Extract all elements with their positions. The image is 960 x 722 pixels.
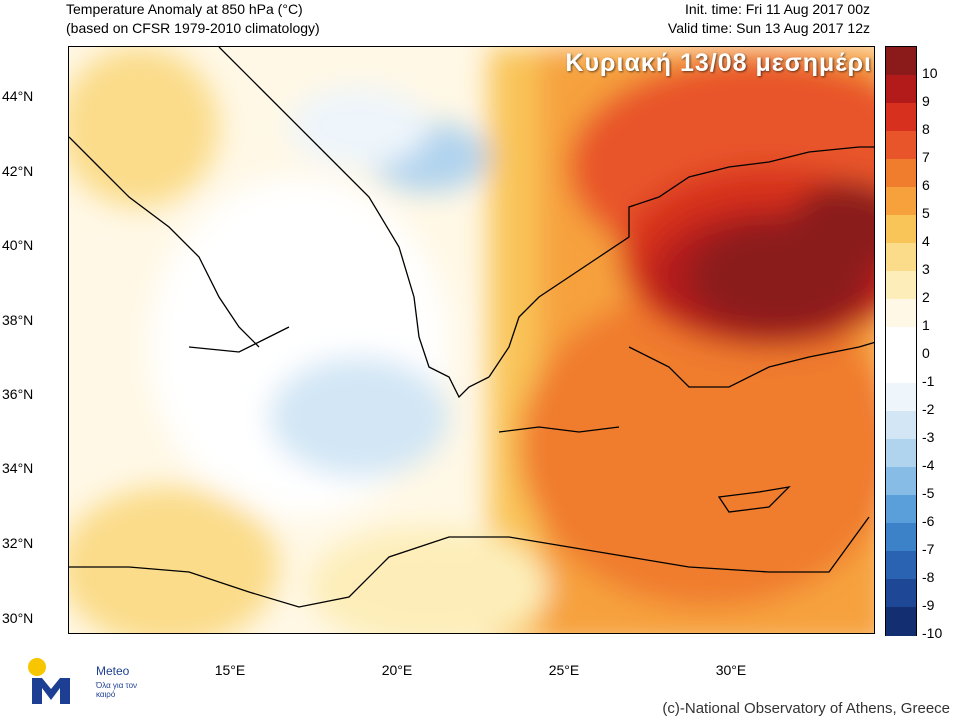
colorbar-swatch <box>886 607 916 636</box>
colorbar-swatch <box>886 131 916 160</box>
crete-coast <box>498 426 620 433</box>
colorbar-swatch <box>886 551 916 580</box>
valid-time: Valid time: Sun 13 Aug 2017 12z <box>667 20 870 36</box>
lat-tick-44: 44°N <box>2 88 34 104</box>
aegean-turkey-north-coast <box>488 146 874 378</box>
colorbar-label: 6 <box>922 177 930 193</box>
colorbar-swatch <box>886 299 916 328</box>
colorbar-swatch <box>886 243 916 272</box>
lat-tick-34: 34°N <box>2 460 34 476</box>
adriatic-ionian-coast <box>218 47 490 399</box>
colorbar-label: 4 <box>922 233 930 249</box>
logo-m-mark <box>32 678 70 704</box>
lon-tick-25: 25°E <box>548 662 580 678</box>
lat-tick-38: 38°N <box>2 312 34 328</box>
colorbar-label: -4 <box>922 457 935 473</box>
logo-tagline: Όλα για τον καιρό <box>96 681 138 699</box>
colorbar-label: 5 <box>922 205 930 221</box>
coastlines <box>69 47 874 608</box>
map-panel: Κυριακή 13/08 μεσημέρι <box>68 46 875 634</box>
colorbar-swatch <box>886 383 916 412</box>
colorbar-label: -6 <box>922 513 935 529</box>
anomaly-map <box>69 47 874 633</box>
copyright-notice: (c)-National Observatory of Athens, Gree… <box>662 700 950 717</box>
meteo-logo <box>28 658 70 704</box>
colorbar-swatch <box>886 47 916 76</box>
sicily-coast <box>188 326 290 353</box>
lon-tick-15: 15°E <box>214 662 246 678</box>
italy-coast <box>69 136 260 348</box>
logo-name: Meteo <box>96 664 130 678</box>
title-block-left: Temperature Anomaly at 850 hPa (°C) (bas… <box>66 0 320 38</box>
colorbar-swatch <box>886 355 916 384</box>
lon-tick-20: 20°E <box>381 662 413 678</box>
colorbar-swatch <box>886 159 916 188</box>
colorbar-label: -7 <box>922 541 935 557</box>
colorbar-label: 9 <box>922 93 930 109</box>
colorbar-label: 7 <box>922 149 930 165</box>
colorbar-label: 8 <box>922 121 930 137</box>
turkey-south-coast <box>628 341 874 388</box>
colorbar-label: 3 <box>922 261 930 277</box>
cyprus-coast <box>717 486 791 513</box>
init-time: Init. time: Fri 11 Aug 2017 00z <box>685 1 870 17</box>
colorbar-swatch <box>886 439 916 468</box>
colorbar-label: 1 <box>922 317 930 333</box>
title-block-right: Init. time: Fri 11 Aug 2017 00z Valid ti… <box>668 0 870 38</box>
colorbar-label: -1 <box>922 373 935 389</box>
colorbar <box>885 46 917 636</box>
lat-tick-30: 30°N <box>2 610 34 626</box>
colorbar-label: 10 <box>922 65 938 81</box>
colorbar-swatch <box>886 327 916 356</box>
colorbar-swatch <box>886 103 916 132</box>
colorbar-swatch <box>886 75 916 104</box>
lat-tick-36: 36°N <box>2 386 34 402</box>
colorbar-swatch <box>886 411 916 440</box>
lat-tick-32: 32°N <box>2 535 34 551</box>
colorbar-swatch <box>886 579 916 608</box>
colorbar-label: 0 <box>922 345 930 361</box>
colorbar-swatch <box>886 271 916 300</box>
anomaly-field <box>69 47 874 633</box>
lon-tick-30: 30°E <box>715 662 747 678</box>
colorbar-label: 2 <box>922 289 930 305</box>
lat-tick-40: 40°N <box>2 237 34 253</box>
map-subtitle: (based on CFSR 1979-2010 climatology) <box>66 20 320 36</box>
colorbar-swatch <box>886 467 916 496</box>
north-africa-coast <box>69 516 870 608</box>
colorbar-label: -2 <box>922 401 935 417</box>
colorbar-swatch <box>886 215 916 244</box>
colorbar-swatch <box>886 523 916 552</box>
sun-icon <box>28 658 46 676</box>
colorbar-swatch <box>886 187 916 216</box>
colorbar-label: -3 <box>922 429 935 445</box>
colorbar-label: -9 <box>922 597 935 613</box>
greek-date-caption: Κυριακή 13/08 μεσημέρι <box>565 49 872 77</box>
colorbar-label: -10 <box>922 625 943 641</box>
lat-tick-42: 42°N <box>2 163 34 179</box>
colorbar-label: -8 <box>922 569 935 585</box>
colorbar-swatch <box>886 495 916 524</box>
map-title: Temperature Anomaly at 850 hPa (°C) <box>66 1 303 17</box>
colorbar-label: -5 <box>922 485 935 501</box>
